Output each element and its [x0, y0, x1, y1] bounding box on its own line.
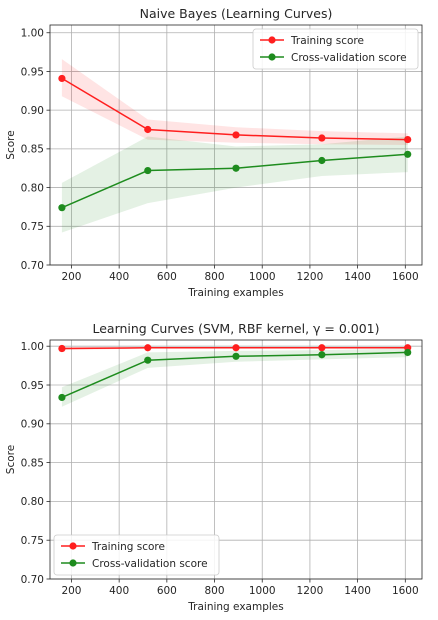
- x-tick-label: 1200: [297, 585, 324, 597]
- legend-label: Cross-validation score: [92, 558, 208, 570]
- y-tick-label: 0.95: [21, 380, 44, 392]
- y-tick-label: 0.80: [21, 496, 44, 508]
- series-2-point: [232, 353, 239, 360]
- chart-1: 200 400 600 800 1000 1200 1400 1600 0.70 0.75 0.80…: [5, 6, 422, 299]
- series-2-point: [318, 157, 325, 164]
- legend-label: Training score: [91, 541, 165, 553]
- legend: Training score Cross-validation score: [253, 29, 418, 69]
- series-2-point: [144, 357, 151, 364]
- series-2-point: [404, 151, 411, 158]
- x-tick-label: 600: [157, 271, 177, 283]
- x-tick-label: 1000: [249, 271, 276, 283]
- series-1-point: [404, 136, 411, 143]
- y-tick-label: 0.85: [21, 457, 44, 469]
- y-tick-label: 0.70: [21, 574, 44, 586]
- legend-label: Training score: [290, 35, 364, 47]
- y-tick-label: 0.95: [21, 66, 44, 78]
- x-tick-label: 800: [205, 585, 225, 597]
- x-tick-label: 600: [157, 585, 177, 597]
- legend-swatch-marker: [69, 559, 76, 566]
- y-tick-label: 0.90: [21, 105, 44, 117]
- x-tick-label: 400: [109, 585, 129, 597]
- series-2-point: [404, 349, 411, 356]
- series-1-point: [232, 131, 239, 138]
- y-axis-label: Score: [5, 130, 17, 159]
- series-1-point: [144, 344, 151, 351]
- series-1-point: [58, 75, 65, 82]
- y-tick-label: 0.80: [21, 182, 44, 194]
- legend-label: Cross-validation score: [291, 52, 407, 64]
- x-tick-label: 1400: [344, 271, 371, 283]
- x-tick-label: 1200: [297, 271, 324, 283]
- y-tick-label: 0.90: [21, 419, 44, 431]
- x-tick-label: 1600: [392, 271, 419, 283]
- chart-title: Learning Curves (SVM, RBF kernel, γ = 0.…: [92, 321, 379, 336]
- x-tick-label: 1400: [344, 585, 371, 597]
- series-1-point: [318, 344, 325, 351]
- y-tick-label: 0.70: [21, 260, 44, 272]
- y-axis-label: Score: [5, 445, 17, 474]
- series-1-point: [58, 345, 65, 352]
- x-axis-label: Training examples: [187, 287, 283, 299]
- chart-2: 200 400 600 800 1000 1200 1400 1600 0.70 0.75 0.80…: [5, 321, 422, 613]
- x-tick-label: 800: [205, 271, 225, 283]
- chart-title: Naive Bayes (Learning Curves): [140, 6, 333, 21]
- series-2-point: [318, 351, 325, 358]
- y-tick-label: 0.75: [21, 221, 44, 233]
- y-tick-label: 1.00: [21, 341, 44, 353]
- x-tick-label: 1000: [249, 585, 276, 597]
- x-tick-label: 200: [61, 271, 81, 283]
- legend-swatch-marker: [268, 36, 275, 43]
- x-tick-label: 200: [61, 585, 81, 597]
- y-tick-label: 0.85: [21, 144, 44, 156]
- series-2-point: [232, 165, 239, 172]
- legend-swatch-marker: [268, 53, 275, 60]
- legend: Training score Cross-validation score: [54, 535, 219, 575]
- legend-swatch-marker: [69, 542, 76, 549]
- series-2-point: [58, 394, 65, 401]
- x-tick-label: 400: [109, 271, 129, 283]
- series-2-point: [58, 204, 65, 211]
- series-1-point: [144, 126, 151, 133]
- series-1-point: [232, 344, 239, 351]
- y-tick-label: 1.00: [21, 28, 44, 40]
- x-axis-label: Training examples: [187, 601, 283, 613]
- y-tick-label: 0.75: [21, 535, 44, 547]
- series-1-point: [318, 134, 325, 141]
- x-tick-label: 1600: [392, 585, 419, 597]
- series-2-point: [144, 167, 151, 174]
